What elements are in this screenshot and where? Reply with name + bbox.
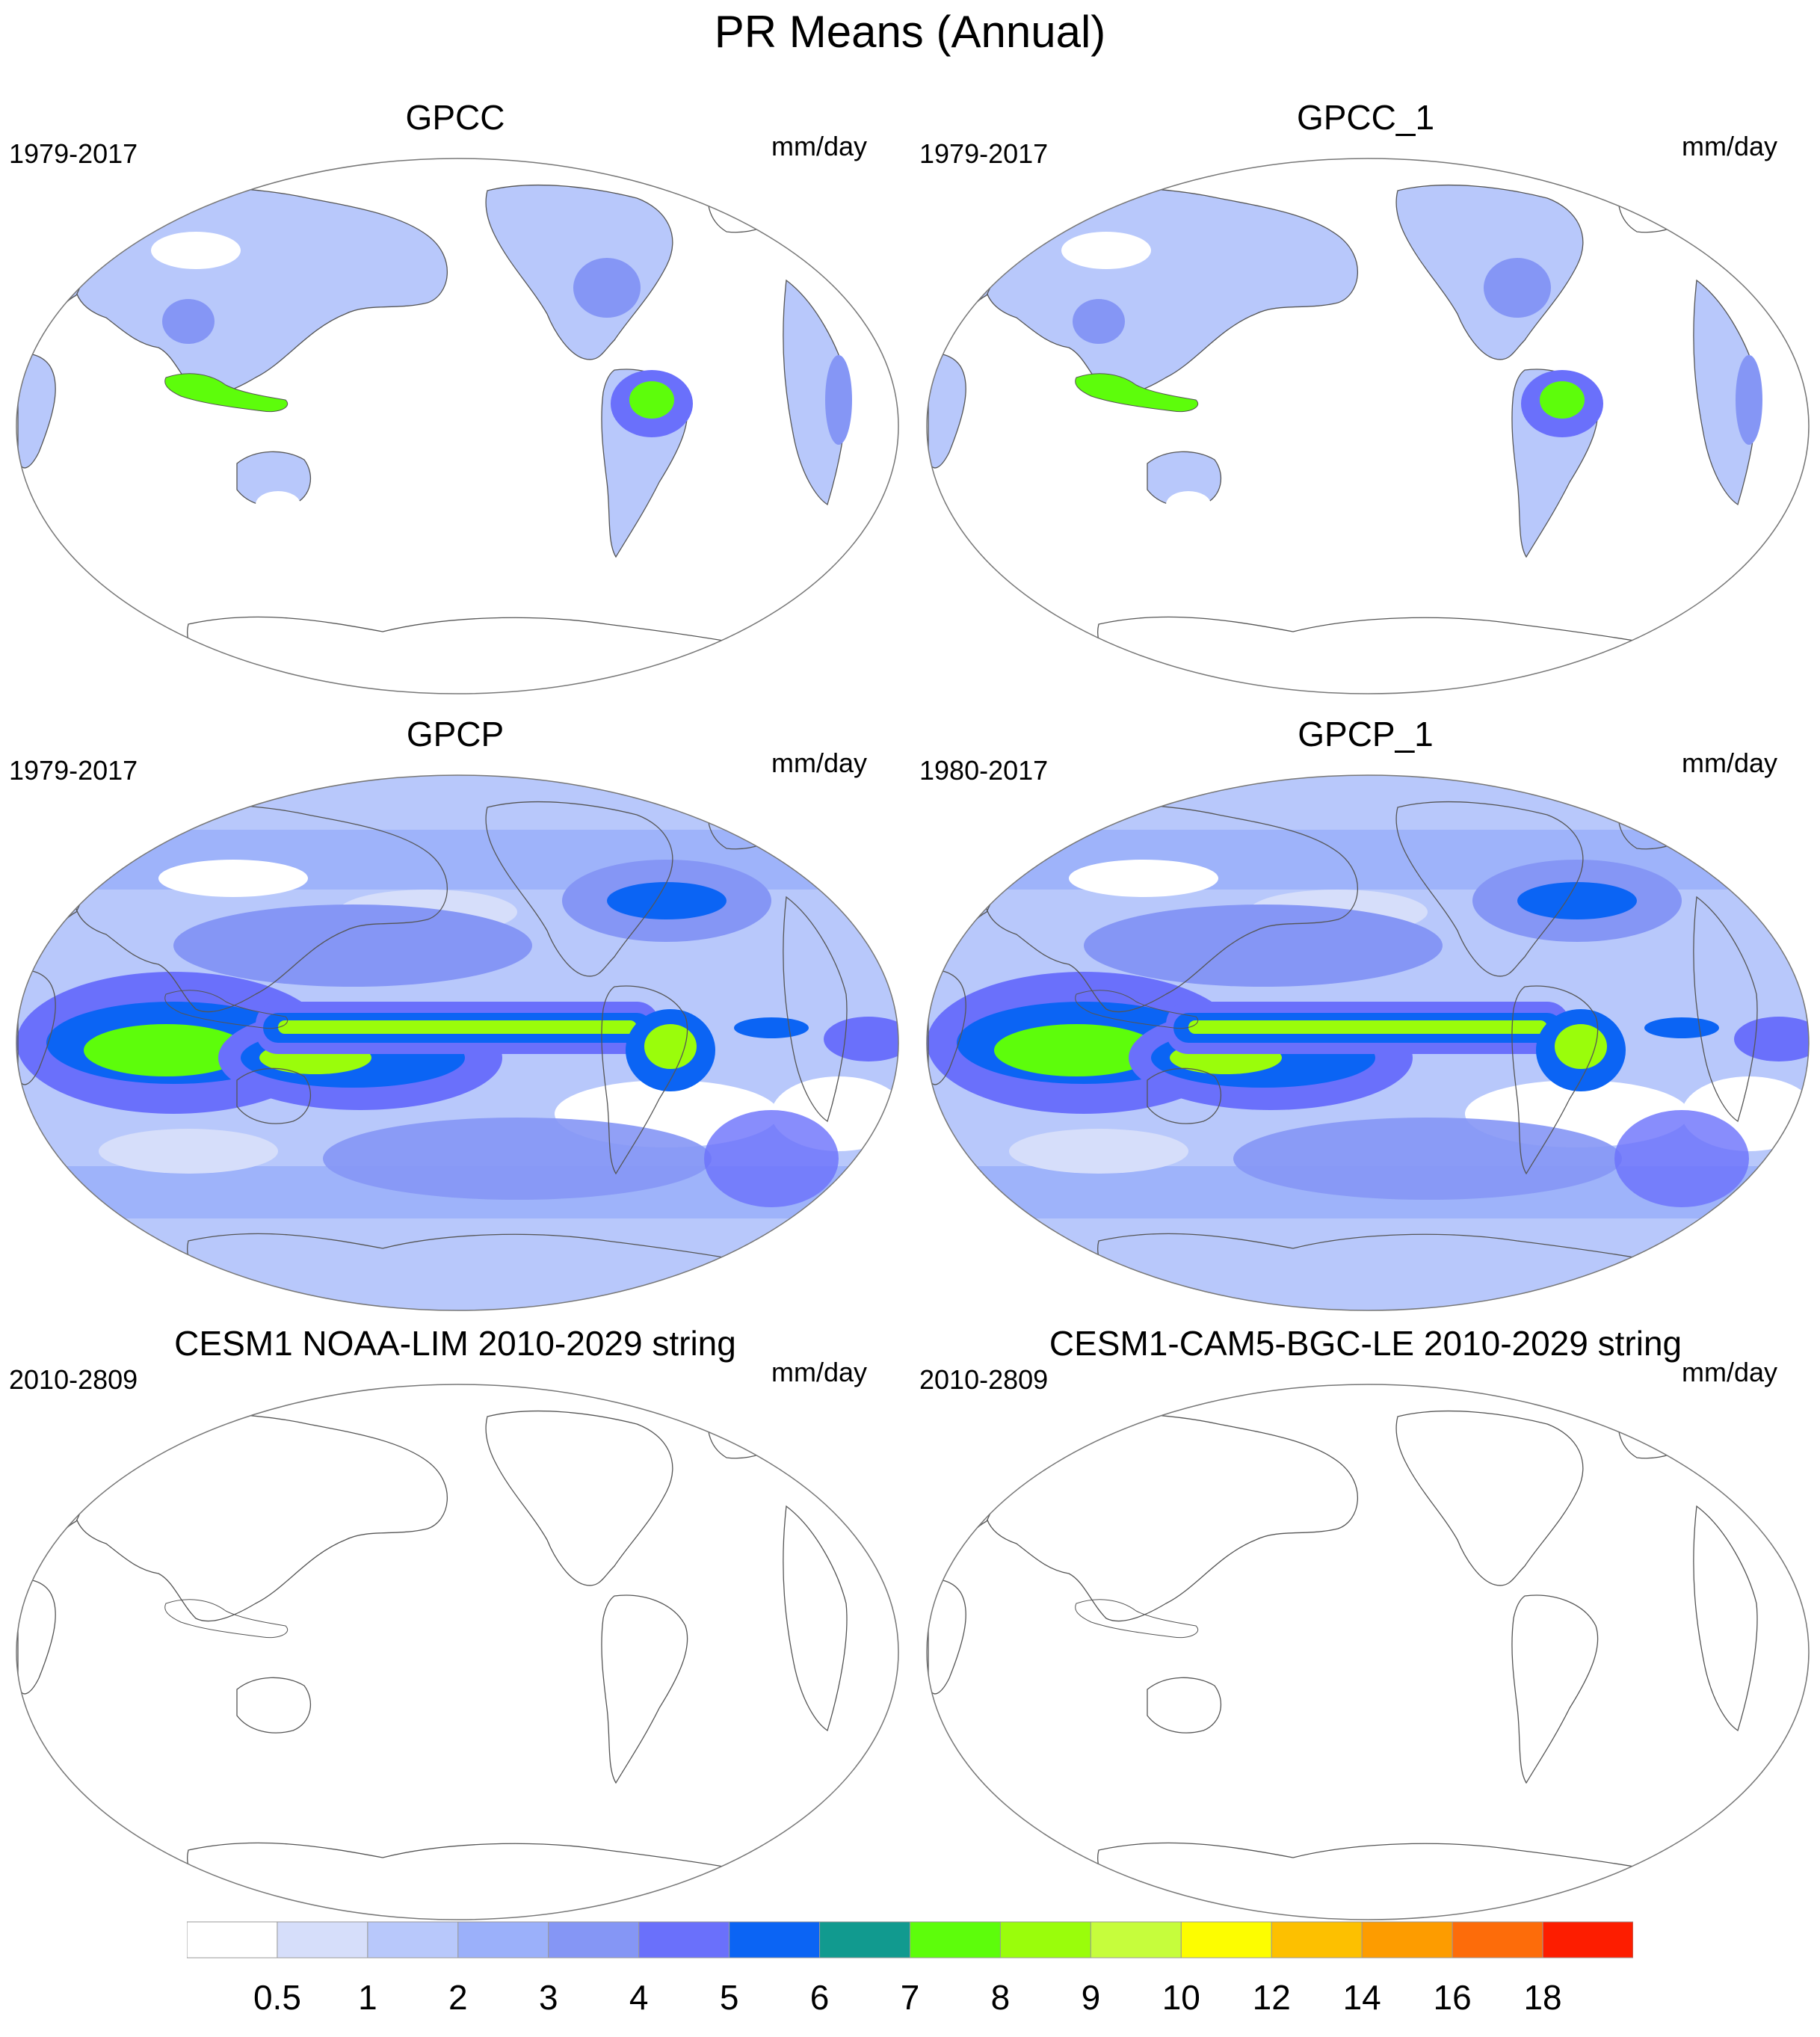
colorbar-swatch bbox=[1180, 1921, 1272, 1959]
continent-samerica bbox=[1511, 1594, 1599, 1784]
colorbar-swatch bbox=[729, 1921, 821, 1959]
colorbar-swatch bbox=[638, 1921, 730, 1959]
continent-africa bbox=[928, 1579, 966, 1695]
colorbar-tick-label: 18 bbox=[1523, 1978, 1562, 2017]
panel-years: 1979-2017 bbox=[9, 138, 138, 169]
colorbar-tick-label: 16 bbox=[1433, 1978, 1472, 2017]
map-panel-cesm1-noaa-lim: CESM1 NOAA-LIM 2010-2029 string 2010-280… bbox=[0, 1323, 910, 1936]
continent-eafrica bbox=[783, 1505, 848, 1732]
continent-greenland bbox=[1617, 1405, 1705, 1459]
colorbar-swatch bbox=[1090, 1921, 1182, 1959]
continent-africa bbox=[928, 970, 966, 1085]
colorbar bbox=[187, 1921, 1633, 1959]
panel-title: CESM1 NOAA-LIM 2010-2029 string bbox=[174, 1324, 736, 1363]
world-map bbox=[926, 158, 1810, 694]
continent-namerica bbox=[485, 1410, 673, 1586]
colorbar-swatch bbox=[1361, 1921, 1453, 1959]
continent-australia bbox=[1147, 1067, 1222, 1124]
colorbar-tick-label: 9 bbox=[1081, 1978, 1101, 2017]
continent-australia bbox=[236, 1067, 312, 1124]
continent-asia bbox=[73, 1413, 448, 1622]
figure-title: PR Means (Annual) bbox=[714, 7, 1106, 57]
map-panel-gpcc-1: GPCC_1 1979-2017 mm/day bbox=[910, 97, 1820, 710]
colorbar-tick-label: 12 bbox=[1252, 1978, 1291, 2017]
continent-australia bbox=[236, 1677, 312, 1734]
panel-years: 1979-2017 bbox=[919, 138, 1049, 169]
continent-africa bbox=[17, 353, 56, 469]
world-map bbox=[926, 1384, 1810, 1920]
colorbar-swatch bbox=[187, 1921, 278, 1959]
colorbar-tick-label: 6 bbox=[809, 1978, 830, 2017]
continent-eafrica bbox=[783, 279, 848, 506]
panel-title: GPCP_1 bbox=[1298, 715, 1434, 754]
panel-units: mm/day bbox=[1681, 1357, 1777, 1387]
colorbar-tick-label: 1 bbox=[358, 1978, 377, 2017]
continent-eafrica bbox=[1693, 279, 1758, 506]
panel-units: mm/day bbox=[771, 131, 867, 161]
panel-years: 2010-2809 bbox=[9, 1364, 138, 1395]
colorbar-tick-label: 8 bbox=[990, 1978, 1011, 2017]
colorbar-tick-label: 7 bbox=[900, 1978, 920, 2017]
colorbar-swatch bbox=[1452, 1921, 1543, 1959]
colorbar-swatch bbox=[548, 1921, 640, 1959]
colorbar-swatch bbox=[1542, 1921, 1633, 1959]
map-panel-cesm1-cam5-bgc-le: CESM1-CAM5-BGC-LE 2010-2029 string 2010-… bbox=[910, 1323, 1820, 1936]
continent-eafrica bbox=[1693, 1505, 1758, 1732]
colorbar-tick-label: 4 bbox=[629, 1978, 649, 2017]
map-panel-gpcp-1: GPCP_1 1980-2017 mm/day bbox=[910, 714, 1820, 1327]
colorbar-swatch bbox=[999, 1921, 1091, 1959]
continent-eafrica bbox=[783, 896, 848, 1123]
panel-title: GPCC_1 bbox=[1296, 98, 1435, 137]
panel-years: 1980-2017 bbox=[919, 755, 1049, 786]
continent-samerica bbox=[601, 1594, 688, 1784]
continent-asia bbox=[984, 804, 1358, 1013]
panel-title: CESM1-CAM5-BGC-LE 2010-2029 string bbox=[1049, 1324, 1682, 1363]
colorbar-tick-label: 3 bbox=[538, 1978, 558, 2017]
world-map bbox=[16, 774, 899, 1311]
panel-units: mm/day bbox=[771, 748, 867, 778]
panel-units: mm/day bbox=[771, 1357, 867, 1387]
world-map bbox=[16, 1384, 899, 1920]
continent-africa bbox=[17, 1579, 56, 1695]
continent-africa bbox=[928, 353, 966, 469]
world-map bbox=[16, 158, 899, 694]
colorbar-tick-label: 2 bbox=[448, 1978, 468, 2017]
continent-namerica bbox=[1395, 1410, 1584, 1586]
continent-samerica bbox=[601, 985, 688, 1175]
colorbar-swatch bbox=[819, 1921, 910, 1959]
continent-asia bbox=[73, 804, 448, 1013]
colorbar-swatch bbox=[367, 1921, 459, 1959]
panel-title: GPCC bbox=[405, 98, 505, 137]
panel-title: GPCP bbox=[406, 715, 505, 754]
continent-eafrica bbox=[1693, 896, 1758, 1123]
continent-greenland bbox=[707, 179, 795, 233]
panel-units: mm/day bbox=[1681, 748, 1777, 778]
continent-greenland bbox=[707, 1405, 795, 1459]
map-panel-gpcp: GPCP 1979-2017 mm/day bbox=[0, 714, 910, 1327]
continent-samerica bbox=[1511, 985, 1599, 1175]
colorbar-swatch bbox=[910, 1921, 1001, 1959]
colorbar-swatch bbox=[457, 1921, 549, 1959]
panel-years: 2010-2809 bbox=[919, 1364, 1049, 1395]
continent-greenland bbox=[1617, 179, 1705, 233]
map-panel-gpcc: GPCC 1979-2017 mm/day bbox=[0, 97, 910, 710]
colorbar-tick-label: 5 bbox=[719, 1978, 739, 2017]
colorbar-swatch bbox=[277, 1921, 368, 1959]
continent-namerica bbox=[1395, 801, 1584, 977]
panel-years: 1979-2017 bbox=[9, 755, 138, 786]
colorbar-tick-label: 0.5 bbox=[253, 1978, 301, 2017]
panel-units: mm/day bbox=[1681, 131, 1777, 161]
continent-namerica bbox=[485, 801, 673, 977]
continent-asia bbox=[984, 1413, 1358, 1622]
world-map bbox=[926, 774, 1810, 1311]
continent-australia bbox=[1147, 1677, 1222, 1734]
colorbar-tick-label: 14 bbox=[1342, 1978, 1381, 2017]
colorbar-swatch bbox=[1271, 1921, 1363, 1959]
continent-africa bbox=[17, 970, 56, 1085]
colorbar-tick-label: 10 bbox=[1162, 1978, 1200, 2017]
